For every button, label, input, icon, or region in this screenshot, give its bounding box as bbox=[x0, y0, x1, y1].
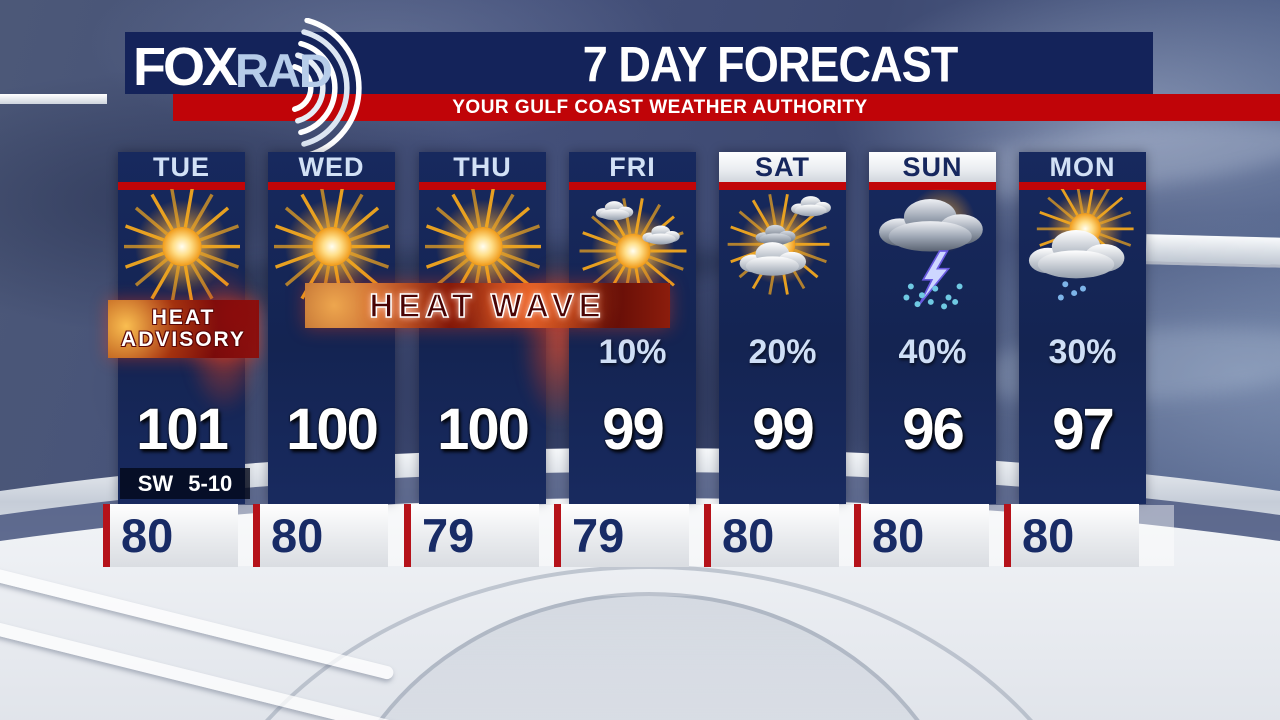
high-temp: 99 bbox=[752, 397, 815, 462]
low-temp: 80 bbox=[103, 504, 238, 567]
day-label: MON bbox=[1049, 152, 1116, 182]
low-temp: 80 bbox=[704, 504, 839, 567]
high-temp: 101 bbox=[136, 397, 229, 462]
high-temp: 99 bbox=[602, 397, 665, 462]
high-temp: 96 bbox=[902, 397, 965, 462]
column-panel: MON 30% 97 bbox=[1019, 152, 1146, 504]
sunny-icon bbox=[419, 189, 546, 310]
forecast-column-wed: WED 100 80 bbox=[253, 152, 423, 572]
low-temp: 80 bbox=[854, 504, 989, 567]
thunderstorm-icon bbox=[869, 189, 996, 310]
column-panel: THU 100 bbox=[419, 152, 599, 504]
day-underline bbox=[1019, 182, 1146, 190]
forecast-column-fri: FRI 10% 99 79 bbox=[554, 152, 724, 572]
precip-chance: 10% bbox=[598, 333, 667, 371]
advisory-text: HEAT bbox=[151, 306, 216, 329]
low-temp: 79 bbox=[554, 504, 689, 567]
high-temp: 100 bbox=[286, 397, 379, 462]
header-bar bbox=[125, 32, 1153, 94]
rain-sun-icon bbox=[1019, 189, 1146, 310]
column-panel: SAT 20% 99 bbox=[719, 152, 846, 504]
set-ledge-right bbox=[1145, 234, 1280, 268]
day-underline bbox=[118, 182, 245, 190]
day-underline bbox=[419, 182, 546, 190]
day-underline bbox=[268, 182, 395, 190]
day-underline bbox=[869, 182, 996, 190]
set-ledge-left bbox=[0, 94, 107, 104]
wind-label: SW 5-10 bbox=[120, 468, 250, 499]
logo-fox-text: FOX bbox=[133, 37, 238, 97]
day-label: WED bbox=[298, 152, 365, 182]
day-label: TUE bbox=[153, 152, 210, 182]
advisory-text: ADVISORY bbox=[121, 328, 246, 351]
day-label: SUN bbox=[869, 152, 996, 182]
low-temp: 79 bbox=[404, 504, 539, 567]
day-underline bbox=[719, 182, 846, 190]
column-panel: FRI 10% 99 bbox=[569, 152, 696, 504]
station-tagline: YOUR GULF COAST WEATHER AUTHORITY bbox=[452, 97, 868, 118]
column-panel: WED 100 bbox=[268, 152, 395, 504]
foxrad-logo: FOX RAD bbox=[133, 18, 403, 159]
low-temp: 80 bbox=[253, 504, 388, 567]
partly-cloudy-icon bbox=[719, 192, 846, 310]
low-temp: 80 bbox=[1004, 504, 1139, 567]
high-temp: 97 bbox=[1052, 397, 1115, 462]
logo-rad-text: RAD bbox=[235, 44, 333, 97]
forecast-column-tue: TUE 101 SW 5-10 HEAT ADVISORY 80 bbox=[103, 152, 273, 572]
high-temp: 100 bbox=[437, 397, 530, 462]
radar-arcs-icon bbox=[291, 18, 362, 159]
day-label: THU bbox=[453, 152, 512, 182]
column-panel: TUE 101 SW 5-10 HEAT ADVISORY bbox=[108, 152, 263, 504]
forecast-column-sun: SUN 40% 96 80 bbox=[854, 152, 1024, 572]
mostly-sunny-icon bbox=[569, 192, 696, 310]
precip-chance: 20% bbox=[748, 333, 817, 371]
day-label: FRI bbox=[609, 152, 656, 182]
forecast-column-sat: SAT 20% 99 80 bbox=[704, 152, 874, 572]
day-label: SAT bbox=[719, 152, 846, 182]
heat-advisory-badge: HEAT ADVISORY bbox=[108, 300, 259, 358]
day-underline bbox=[569, 182, 696, 190]
forecast-column-thu: THU 100 79 bbox=[404, 152, 599, 572]
precip-chance: 40% bbox=[898, 333, 967, 371]
forecast-column-mon: MON 30% 97 80 bbox=[1004, 152, 1174, 572]
column-panel: SUN 40% 96 bbox=[869, 152, 996, 504]
page-title: 7 DAY FORECAST bbox=[582, 35, 959, 93]
precip-chance: 30% bbox=[1048, 333, 1117, 371]
heat-wave-banner: HEAT WAVE bbox=[305, 283, 670, 328]
